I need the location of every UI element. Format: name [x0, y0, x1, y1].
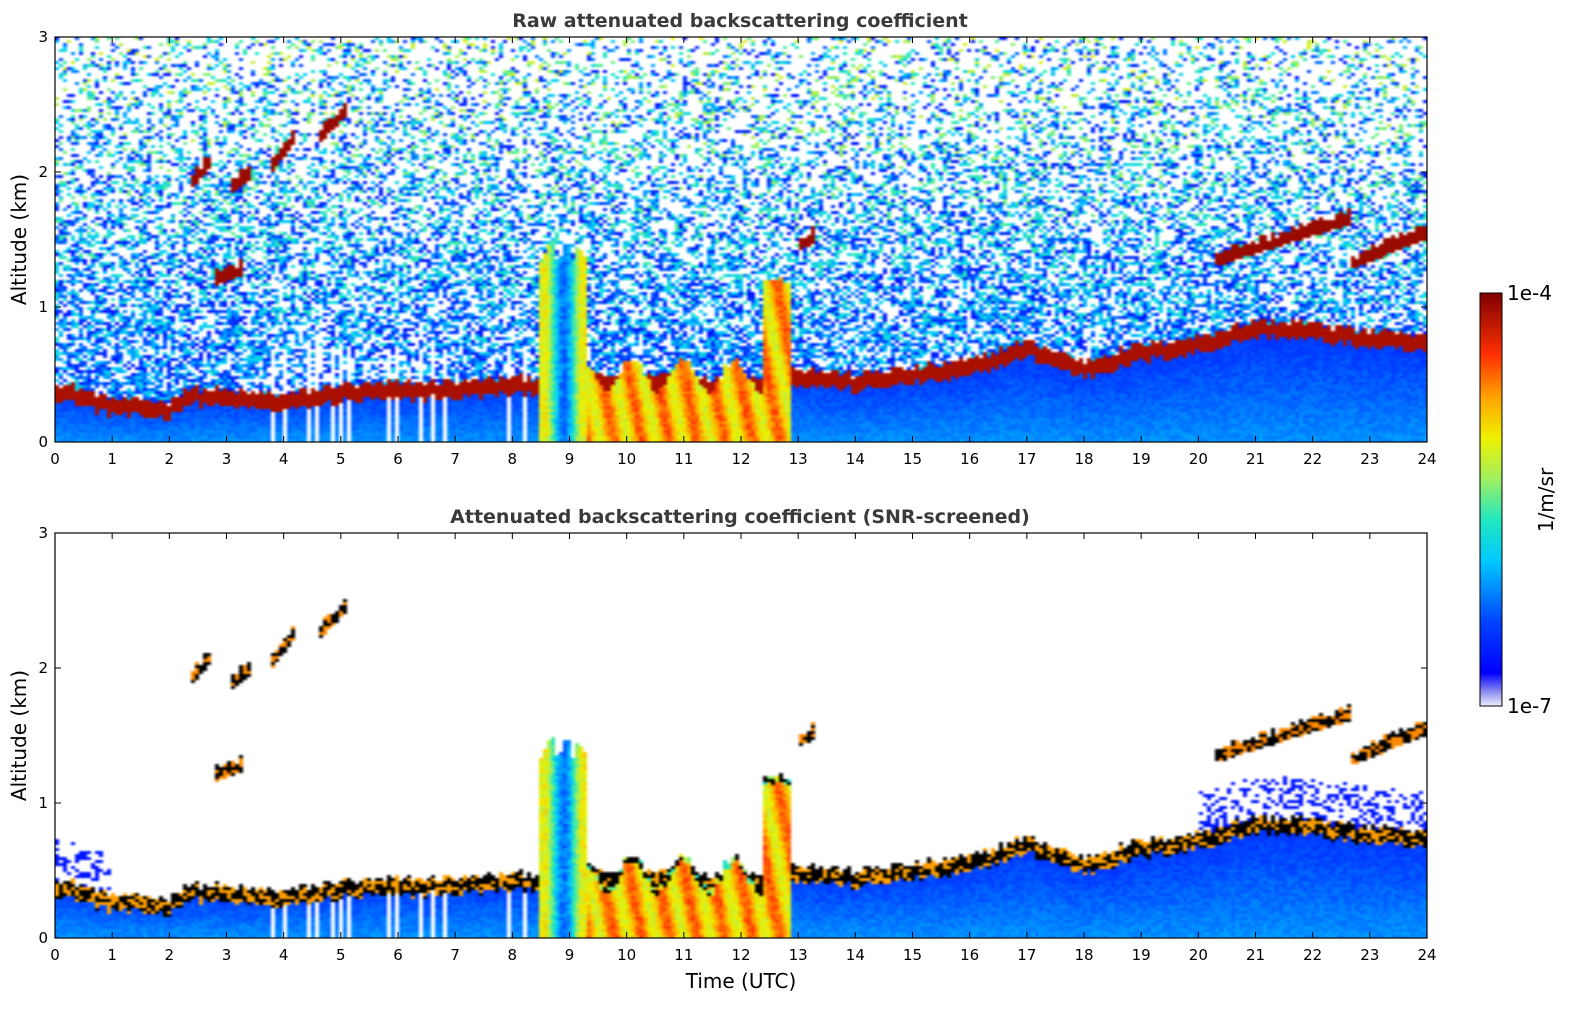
x-tick-label: 2	[165, 450, 175, 468]
x-tick-label: 16	[960, 946, 979, 964]
x-tick-label: 9	[565, 450, 575, 468]
x-tick-label: 24	[1417, 450, 1436, 468]
colorbar-max-label: 1e-4	[1507, 281, 1552, 305]
x-tick-label: 3	[222, 450, 232, 468]
x-axis-ticks: 0 1 2 3 4 5 6 7 8 9 10 11 12 13 14 15 16 17 18 19 20 21 22 23 24	[50, 37, 1437, 468]
x-axis-ticks: 0 1 2 3 4 5 6 7 8 9 10 11 12 13 14 15 16 17 18 19 20 21 22 23 24	[50, 533, 1437, 964]
x-tick-label: 23	[1360, 946, 1379, 964]
x-tick-label: 11	[674, 450, 693, 468]
x-tick-label: 0	[50, 450, 60, 468]
x-tick-label: 9	[565, 946, 575, 964]
y-tick-label: 1	[38, 298, 48, 316]
x-tick-label: 5	[336, 946, 346, 964]
y-axis-ticks: 0 1 2 3	[38, 524, 1427, 947]
x-tick-label: 11	[674, 946, 693, 964]
x-tick-label: 19	[1132, 450, 1151, 468]
x-tick-label: 15	[903, 450, 922, 468]
colorbar: 1e-4 1e-7 1/m/sr	[1479, 281, 1558, 718]
x-tick-label: 3	[222, 946, 232, 964]
x-tick-label: 4	[279, 946, 289, 964]
x-tick-label: 20	[1189, 946, 1208, 964]
x-tick-label: 10	[617, 450, 636, 468]
x-tick-label: 10	[617, 946, 636, 964]
x-tick-label: 22	[1303, 946, 1322, 964]
x-tick-label: 8	[508, 450, 518, 468]
x-tick-label: 21	[1246, 946, 1265, 964]
backscatter-heatmap	[55, 533, 1427, 938]
x-tick-label: 24	[1417, 946, 1436, 964]
x-tick-label: 1	[107, 946, 117, 964]
x-tick-label: 18	[1074, 450, 1093, 468]
y-tick-label: 0	[38, 433, 48, 451]
y-tick-label: 2	[38, 163, 48, 181]
x-tick-label: 6	[393, 946, 403, 964]
raw-backscatter-panel: Raw attenuated backscattering coefficien…	[7, 10, 1437, 468]
x-tick-label: 12	[731, 450, 750, 468]
colorbar-gradient	[1479, 292, 1503, 707]
y-tick-label: 3	[38, 28, 48, 46]
x-tick-label: 13	[789, 946, 808, 964]
y-axis-ticks: 0 1 2 3	[38, 28, 1427, 451]
x-tick-label: 20	[1189, 450, 1208, 468]
x-tick-label: 1	[107, 450, 117, 468]
x-tick-label: 8	[508, 946, 518, 964]
x-tick-label: 16	[960, 450, 979, 468]
x-tick-label: 17	[1017, 450, 1036, 468]
x-tick-label: 19	[1132, 946, 1151, 964]
panel-title: Attenuated backscattering coefficient (S…	[450, 506, 1030, 528]
y-tick-label: 0	[38, 929, 48, 947]
colorbar-min-label: 1e-7	[1507, 694, 1552, 718]
y-tick-label: 1	[38, 794, 48, 812]
y-axis-label: Altitude (km)	[7, 670, 31, 801]
y-tick-label: 3	[38, 524, 48, 542]
x-tick-label: 15	[903, 946, 922, 964]
x-tick-label: 18	[1074, 946, 1093, 964]
x-tick-label: 6	[393, 450, 403, 468]
backscatter-heatmap	[55, 37, 1427, 442]
x-tick-label: 0	[50, 946, 60, 964]
y-axis-label: Altitude (km)	[7, 174, 31, 305]
panel-title: Raw attenuated backscattering coefficien…	[512, 10, 968, 32]
x-tick-label: 23	[1360, 450, 1379, 468]
x-tick-label: 2	[165, 946, 175, 964]
x-tick-label: 7	[450, 450, 460, 468]
snr-screened-panel: Attenuated backscattering coefficient (S…	[7, 506, 1437, 993]
colorbar-unit-label: 1/m/sr	[1534, 467, 1558, 532]
x-tick-label: 17	[1017, 946, 1036, 964]
x-axis-label: Time (UTC)	[685, 969, 797, 993]
y-tick-label: 2	[38, 659, 48, 677]
x-tick-label: 21	[1246, 450, 1265, 468]
x-tick-label: 13	[789, 450, 808, 468]
x-tick-label: 12	[731, 946, 750, 964]
x-tick-label: 5	[336, 450, 346, 468]
x-tick-label: 22	[1303, 450, 1322, 468]
x-tick-label: 14	[846, 946, 865, 964]
x-tick-label: 7	[450, 946, 460, 964]
x-tick-label: 14	[846, 450, 865, 468]
x-tick-label: 4	[279, 450, 289, 468]
